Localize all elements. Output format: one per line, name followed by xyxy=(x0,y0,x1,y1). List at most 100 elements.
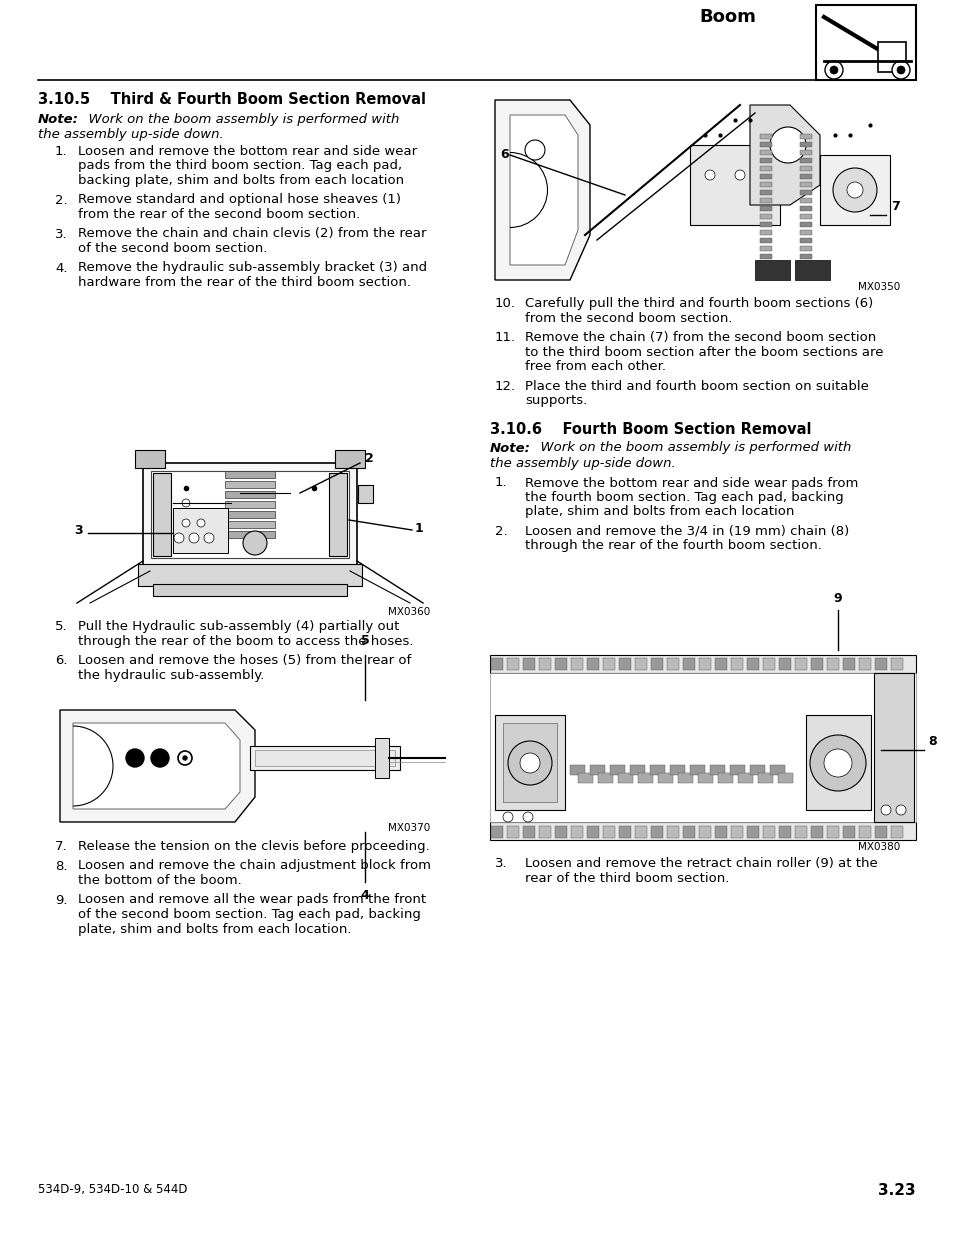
Bar xyxy=(800,238,811,243)
Bar xyxy=(729,764,744,776)
Bar xyxy=(762,826,774,839)
Bar xyxy=(794,658,806,671)
Bar xyxy=(800,198,811,203)
Bar xyxy=(760,206,771,211)
Bar xyxy=(760,214,771,219)
Bar xyxy=(800,222,811,227)
Text: 2.: 2. xyxy=(55,194,68,206)
Bar xyxy=(815,5,915,80)
Circle shape xyxy=(734,170,744,180)
Bar xyxy=(250,746,399,769)
Bar xyxy=(225,511,274,517)
Bar xyxy=(794,826,806,839)
Text: Loosen and remove the 3/4 in (19 mm) chain (8): Loosen and remove the 3/4 in (19 mm) cha… xyxy=(524,525,848,538)
Bar xyxy=(152,473,171,556)
Text: of the second boom section. Tag each pad, backing: of the second boom section. Tag each pad… xyxy=(78,908,420,921)
Bar xyxy=(800,182,811,186)
Bar xyxy=(820,156,889,225)
Bar xyxy=(357,485,373,503)
Text: 8.: 8. xyxy=(55,860,68,872)
Bar xyxy=(335,450,365,468)
Bar xyxy=(760,158,771,163)
Bar xyxy=(506,658,518,671)
Bar xyxy=(805,715,870,810)
Bar xyxy=(760,222,771,227)
Bar xyxy=(800,158,811,163)
Bar xyxy=(890,658,902,671)
Bar xyxy=(650,826,662,839)
Text: MX0370: MX0370 xyxy=(387,823,430,832)
Bar xyxy=(569,764,584,776)
Bar xyxy=(800,214,811,219)
Bar xyxy=(800,254,811,259)
Circle shape xyxy=(507,741,552,785)
Bar xyxy=(495,715,564,810)
Bar xyxy=(762,658,774,671)
Bar xyxy=(760,165,771,170)
Circle shape xyxy=(519,753,539,773)
Bar xyxy=(810,826,822,839)
Bar xyxy=(800,142,811,147)
Text: through the rear of the boom to access the hoses.: through the rear of the boom to access t… xyxy=(78,635,413,647)
Bar xyxy=(135,450,165,468)
Text: Loosen and remove the bottom rear and side wear: Loosen and remove the bottom rear and si… xyxy=(78,144,416,158)
Bar xyxy=(760,230,771,235)
Text: 7: 7 xyxy=(890,200,899,212)
Bar xyxy=(490,655,915,673)
Bar xyxy=(635,658,646,671)
Text: supports.: supports. xyxy=(524,394,587,408)
Bar xyxy=(138,564,361,585)
Bar xyxy=(778,773,792,783)
Text: 3.10.5    Third & Fourth Boom Section Removal: 3.10.5 Third & Fourth Boom Section Remov… xyxy=(38,91,426,107)
Bar xyxy=(858,658,870,671)
Bar xyxy=(678,773,692,783)
Bar xyxy=(800,230,811,235)
Bar xyxy=(602,658,615,671)
Bar xyxy=(669,764,684,776)
Circle shape xyxy=(178,751,192,764)
Bar xyxy=(618,658,630,671)
Bar xyxy=(490,673,915,823)
Circle shape xyxy=(809,735,865,790)
Bar xyxy=(602,826,615,839)
Polygon shape xyxy=(510,115,578,266)
Text: Loosen and remove the chain adjustment block from: Loosen and remove the chain adjustment b… xyxy=(78,860,431,872)
Bar xyxy=(629,764,644,776)
Bar xyxy=(609,764,624,776)
Bar xyxy=(618,826,630,839)
Text: 5: 5 xyxy=(360,634,369,647)
Circle shape xyxy=(183,756,187,760)
Circle shape xyxy=(829,65,837,74)
Text: 3.10.6    Fourth Boom Section Removal: 3.10.6 Fourth Boom Section Removal xyxy=(490,421,811,436)
Bar xyxy=(666,826,679,839)
Text: 3.: 3. xyxy=(495,857,507,869)
Text: Loosen and remove the hoses (5) from the rear of: Loosen and remove the hoses (5) from the… xyxy=(78,655,411,667)
Text: 1.: 1. xyxy=(55,144,68,158)
Circle shape xyxy=(182,499,190,508)
Circle shape xyxy=(189,534,199,543)
Bar xyxy=(760,149,771,156)
Text: 9.: 9. xyxy=(55,893,68,906)
Bar xyxy=(873,673,913,823)
Bar xyxy=(826,826,838,839)
Bar xyxy=(779,826,790,839)
Circle shape xyxy=(880,805,890,815)
Polygon shape xyxy=(73,722,240,809)
Bar xyxy=(225,492,274,498)
Bar xyxy=(749,764,764,776)
Bar xyxy=(375,739,389,778)
Text: 4.: 4. xyxy=(55,262,68,274)
Bar xyxy=(794,261,829,280)
Circle shape xyxy=(704,170,714,180)
Bar xyxy=(779,658,790,671)
Bar xyxy=(760,254,771,259)
Bar xyxy=(800,246,811,251)
Bar xyxy=(571,826,582,839)
Polygon shape xyxy=(749,105,820,205)
Bar xyxy=(800,262,811,267)
Text: the assembly up-side down.: the assembly up-side down. xyxy=(38,128,224,141)
Bar xyxy=(658,773,672,783)
Bar xyxy=(842,658,854,671)
Bar xyxy=(491,826,502,839)
Bar xyxy=(522,826,535,839)
